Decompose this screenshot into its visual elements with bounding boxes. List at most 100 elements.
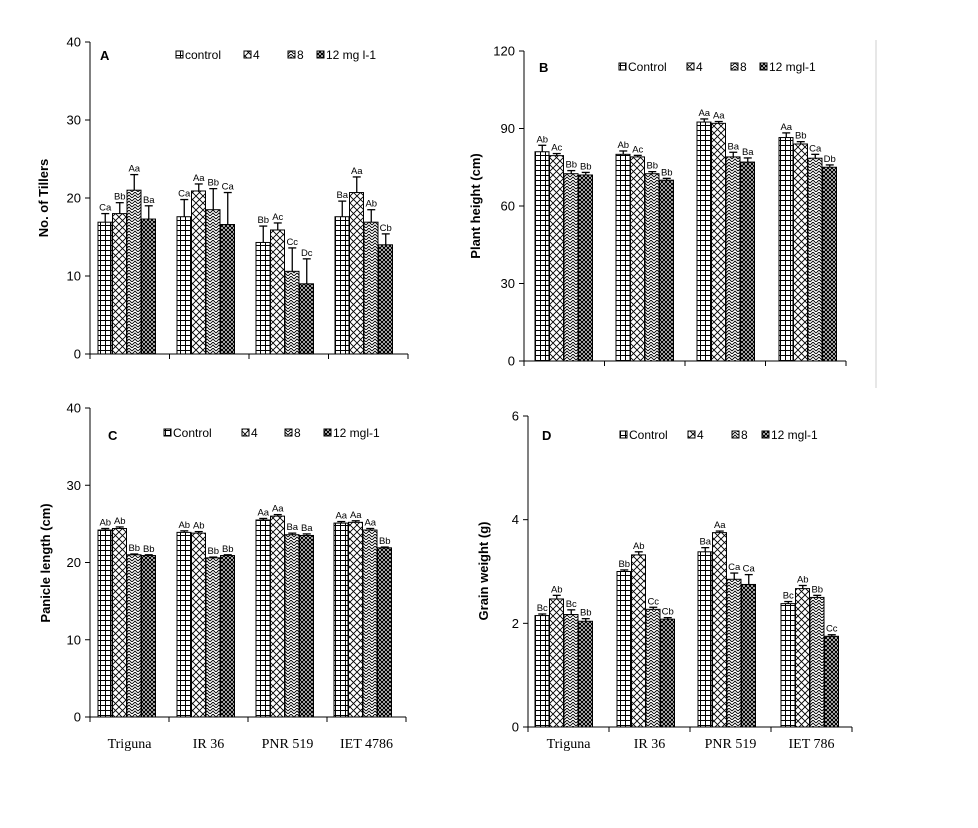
panel-c-sig-letter: Ba <box>286 522 298 533</box>
panel-a-sig-letter: Bb <box>207 178 219 189</box>
panel-a-label: A <box>100 48 110 63</box>
panel-a-sig-letter: Cb <box>380 223 392 234</box>
panel-a-bar <box>349 192 364 355</box>
panel-c-sig-letter: Ab <box>178 520 190 531</box>
panel-b-sig-letter: Bb <box>795 131 807 142</box>
panel-a-bar <box>299 283 314 355</box>
panel-a-sig-letter: Ca <box>99 203 112 214</box>
panel-d-category-label: IR 36 <box>634 737 666 752</box>
panel-a-legend-label: 8 <box>297 48 304 62</box>
panel-b-bar <box>534 151 550 362</box>
panel-b-sig-letter: Aa <box>713 111 725 122</box>
panel-d-bar <box>549 598 564 728</box>
panel-c-bar <box>377 547 392 718</box>
panel-a-legend-label: 12 mg l-1 <box>326 48 376 62</box>
panel-b-sig-letter: Bb <box>580 161 592 172</box>
panel-c-bar <box>348 521 363 718</box>
panel-c-legend-label: Control <box>173 426 212 440</box>
panel-d-y-tick-label: 0 <box>512 720 519 735</box>
panel-d-bar <box>795 588 810 728</box>
panel-b-sig-letter: Aa <box>780 122 792 133</box>
panel-d-bar <box>631 554 646 728</box>
panel-c-sig-letter: Aa <box>364 518 376 529</box>
panel-c-sig-letter: Aa <box>350 510 362 521</box>
panel-a-bar <box>363 221 379 355</box>
panel-d-sig-letter: Ba <box>699 537 711 548</box>
panel-a-sig-letter: Ac <box>272 212 283 223</box>
panel-c-bar <box>97 529 113 718</box>
panel-b-y-tick-label: 120 <box>493 44 515 59</box>
panel-a-sig-letter: Ba <box>143 195 155 206</box>
panel-c-bar <box>176 531 192 718</box>
panel-d-sig-letter: Bc <box>537 603 548 614</box>
panel-a-sig-letter: Cc <box>286 237 298 248</box>
panel-b-sig-letter: Ca <box>809 143 822 154</box>
panel-c-sig-letter: Aa <box>335 511 347 522</box>
panel-a-y-tick-label: 0 <box>74 347 81 362</box>
panel-b-bar <box>659 179 674 362</box>
panel-b-sig-letter: Ac <box>551 143 562 154</box>
panel-c-bar <box>362 529 378 718</box>
panel-d-bar <box>741 583 756 728</box>
panel-d-bar <box>563 614 579 728</box>
panel-b-bar <box>615 153 631 362</box>
panel-c-bar <box>141 555 156 718</box>
panel-c-legend-label: 12 mgl-1 <box>333 426 380 440</box>
panel-a-bar <box>284 270 300 355</box>
panel-b-bar <box>563 173 579 362</box>
panel-d-sig-letter: Ab <box>551 584 563 595</box>
panel-c-bar <box>191 532 206 718</box>
panel-a-sig-letter: Aa <box>128 164 140 175</box>
panel-d-sig-letter: Ab <box>797 574 809 585</box>
panel-c-bar <box>205 557 221 718</box>
panel-c-category-label: IET 4786 <box>340 737 393 752</box>
panel-d-bar <box>616 571 632 728</box>
panel-d-legend-swatch <box>619 430 628 439</box>
panel-c: Panicle length (cm) C <box>38 428 118 623</box>
panel-c-sig-letter: Ab <box>114 516 126 527</box>
panel-b-sig-letter: Ab <box>536 134 548 145</box>
panel-a-sig-letter: Aa <box>351 166 363 177</box>
panel-d-sig-letter: Cc <box>647 596 659 607</box>
panel-a-bar <box>97 221 113 355</box>
panel-a: No. of Tillers A <box>36 48 110 237</box>
panel-b-legend-label: 8 <box>740 60 747 74</box>
panel-d-legend-label: 8 <box>741 428 748 442</box>
panel-a-legend-label: 4 <box>253 48 260 62</box>
panel-c-bar <box>284 534 300 718</box>
panel-c-legend-swatch <box>163 428 172 437</box>
panel-d-sig-letter: Bb <box>580 608 592 619</box>
panel-a-bar <box>176 216 192 355</box>
panel-b-bar <box>630 156 645 362</box>
panel-d-bar <box>824 635 839 728</box>
panel-c-sig-letter: Aa <box>257 507 269 518</box>
panel-d-sig-letter: Cc <box>826 624 838 635</box>
panel-c-legend-swatch <box>323 428 332 437</box>
panel-d-bar <box>809 596 825 728</box>
panel-a-bar <box>141 218 156 355</box>
panel-c-bar <box>126 554 142 718</box>
panel-d-category-label: Triguna <box>547 737 592 752</box>
panel-a-legend-swatch <box>175 50 184 59</box>
panel-d-ylabel: Grain weight (g) <box>476 522 491 621</box>
panel-a-bar <box>220 224 235 355</box>
panel-c-sig-letter: Bb <box>143 544 155 555</box>
panel-c-legend-swatch <box>284 428 293 437</box>
panel-c-bar <box>270 515 285 718</box>
panel-c-sig-letter: Ab <box>99 518 111 529</box>
panel-d-bar <box>578 620 593 728</box>
panel-c-sig-letter: Aa <box>272 504 284 515</box>
panel-c-y-tick-label: 30 <box>67 478 81 493</box>
panel-b-bar <box>793 143 808 362</box>
panel-b-sig-letter: Db <box>824 154 836 165</box>
panel-b-y-tick-label: 90 <box>501 121 515 136</box>
panel-d-bar <box>660 618 675 728</box>
panel-c-y-tick-label: 40 <box>67 401 81 416</box>
panel-c-category-label: PNR 519 <box>262 737 314 752</box>
panel-b-label: B <box>539 60 548 75</box>
panel-c-legend-label: 8 <box>294 426 301 440</box>
panel-b-legend-label: Control <box>628 60 667 74</box>
panel-d-y-tick-label: 4 <box>512 512 519 527</box>
panel-a-ylabel: No. of Tillers <box>36 159 51 238</box>
panel-d-y-tick-label: 2 <box>512 616 519 631</box>
